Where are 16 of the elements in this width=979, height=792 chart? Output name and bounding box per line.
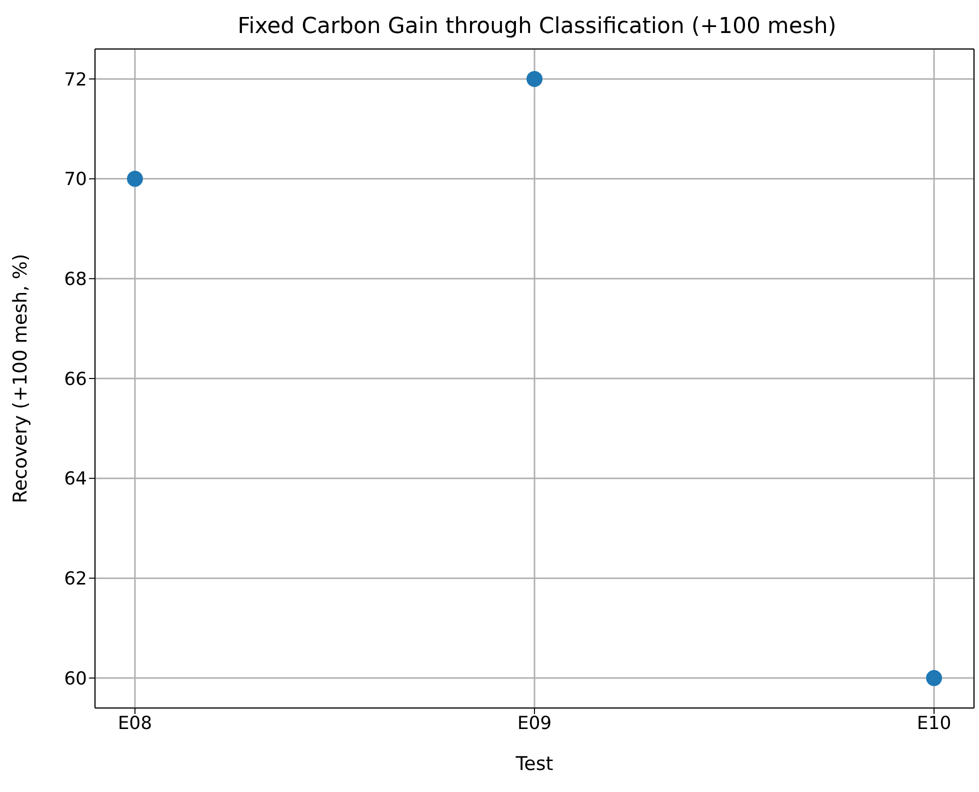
x-tick-label: E09 [517,712,552,734]
point [926,670,942,686]
x-tick-label: E10 [916,712,952,734]
point [526,70,542,87]
y-tick-label: 72 [64,69,87,90]
y-tick-label: 70 [64,169,87,190]
y-axis-title: Recovery (+100 mesh, %) [10,254,32,504]
x-tick-label: E08 [118,712,152,734]
y-tick-label: 64 [64,468,87,490]
chart-title: Fixed Carbon Gain through Classification (+100 mesh) [236,14,838,39]
x-axis-title: Test [514,753,554,775]
y-tick-label: 62 [64,568,87,590]
y-tick-label: 68 [64,269,87,290]
point [126,170,143,187]
y-tick-label: 60 [64,668,87,690]
y-tick-label: 66 [64,368,87,390]
